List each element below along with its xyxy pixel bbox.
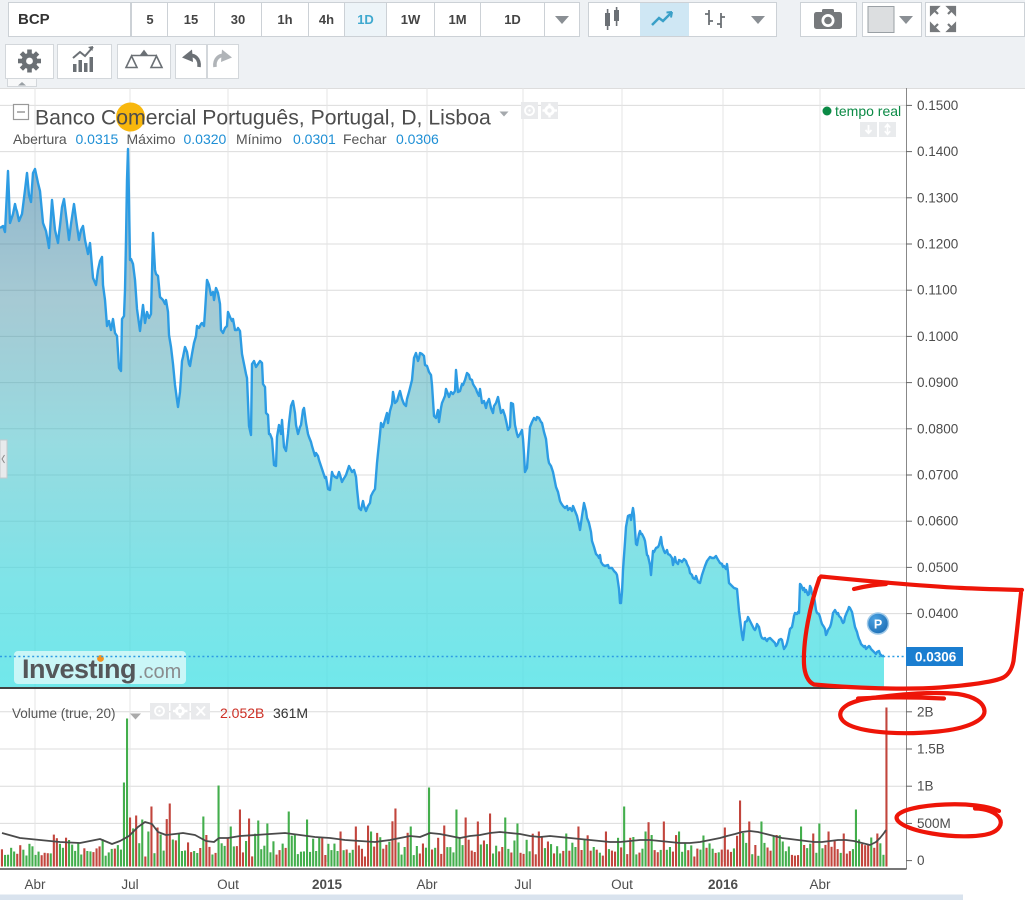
- svg-text:0.0600: 0.0600: [917, 514, 958, 529]
- svg-text:1.5B: 1.5B: [917, 742, 945, 757]
- svg-text:Volume (true, 20): Volume (true, 20): [12, 706, 116, 721]
- svg-text:500M: 500M: [917, 816, 951, 831]
- svg-text:Fechar: Fechar: [343, 131, 387, 147]
- svg-text:Abr: Abr: [416, 877, 438, 892]
- svg-text:0.1000: 0.1000: [917, 329, 958, 344]
- svg-text:Out: Out: [611, 877, 633, 892]
- svg-text:2016: 2016: [708, 877, 739, 892]
- svg-text:0.0315: 0.0315: [76, 131, 119, 147]
- svg-text:Abr: Abr: [24, 877, 46, 892]
- svg-text:Jul: Jul: [514, 877, 531, 892]
- svg-text:0.0306: 0.0306: [915, 650, 957, 665]
- svg-text:0.1200: 0.1200: [917, 237, 958, 252]
- svg-text:0.0700: 0.0700: [917, 468, 958, 483]
- svg-text:361M: 361M: [273, 705, 308, 721]
- svg-text:.com: .com: [138, 661, 181, 683]
- svg-text:Out: Out: [217, 877, 239, 892]
- svg-text:Abr: Abr: [809, 877, 831, 892]
- svg-text:0.1500: 0.1500: [917, 98, 958, 113]
- svg-text:0.0500: 0.0500: [917, 560, 958, 575]
- svg-text:Abertura: Abertura: [13, 131, 67, 147]
- svg-text:Banco Comercial Português, Por: Banco Comercial Português, Portugal, D, …: [35, 107, 491, 130]
- svg-text:tempo real: tempo real: [835, 103, 901, 119]
- svg-text:0.0301: 0.0301: [293, 131, 336, 147]
- svg-text:Mínimo: Mínimo: [236, 131, 282, 147]
- svg-text:0.0320: 0.0320: [184, 131, 227, 147]
- svg-text:Máximo: Máximo: [127, 131, 176, 147]
- svg-text:0.1100: 0.1100: [917, 283, 957, 298]
- svg-text:2015: 2015: [312, 877, 343, 892]
- svg-text:0.0800: 0.0800: [917, 421, 958, 436]
- svg-text:0.0306: 0.0306: [396, 131, 439, 147]
- svg-text:0: 0: [917, 853, 925, 868]
- svg-text:Investıng: Investıng: [22, 654, 136, 684]
- svg-text:0.1400: 0.1400: [917, 144, 958, 159]
- svg-text:0.0900: 0.0900: [917, 375, 958, 390]
- svg-text:2.052B: 2.052B: [220, 705, 264, 721]
- svg-text:0.0400: 0.0400: [917, 606, 958, 621]
- svg-text:0.1300: 0.1300: [917, 190, 958, 205]
- svg-text:2B: 2B: [917, 704, 934, 719]
- svg-text:P: P: [874, 618, 882, 632]
- svg-text:1B: 1B: [917, 779, 934, 794]
- svg-text:Jul: Jul: [121, 877, 138, 892]
